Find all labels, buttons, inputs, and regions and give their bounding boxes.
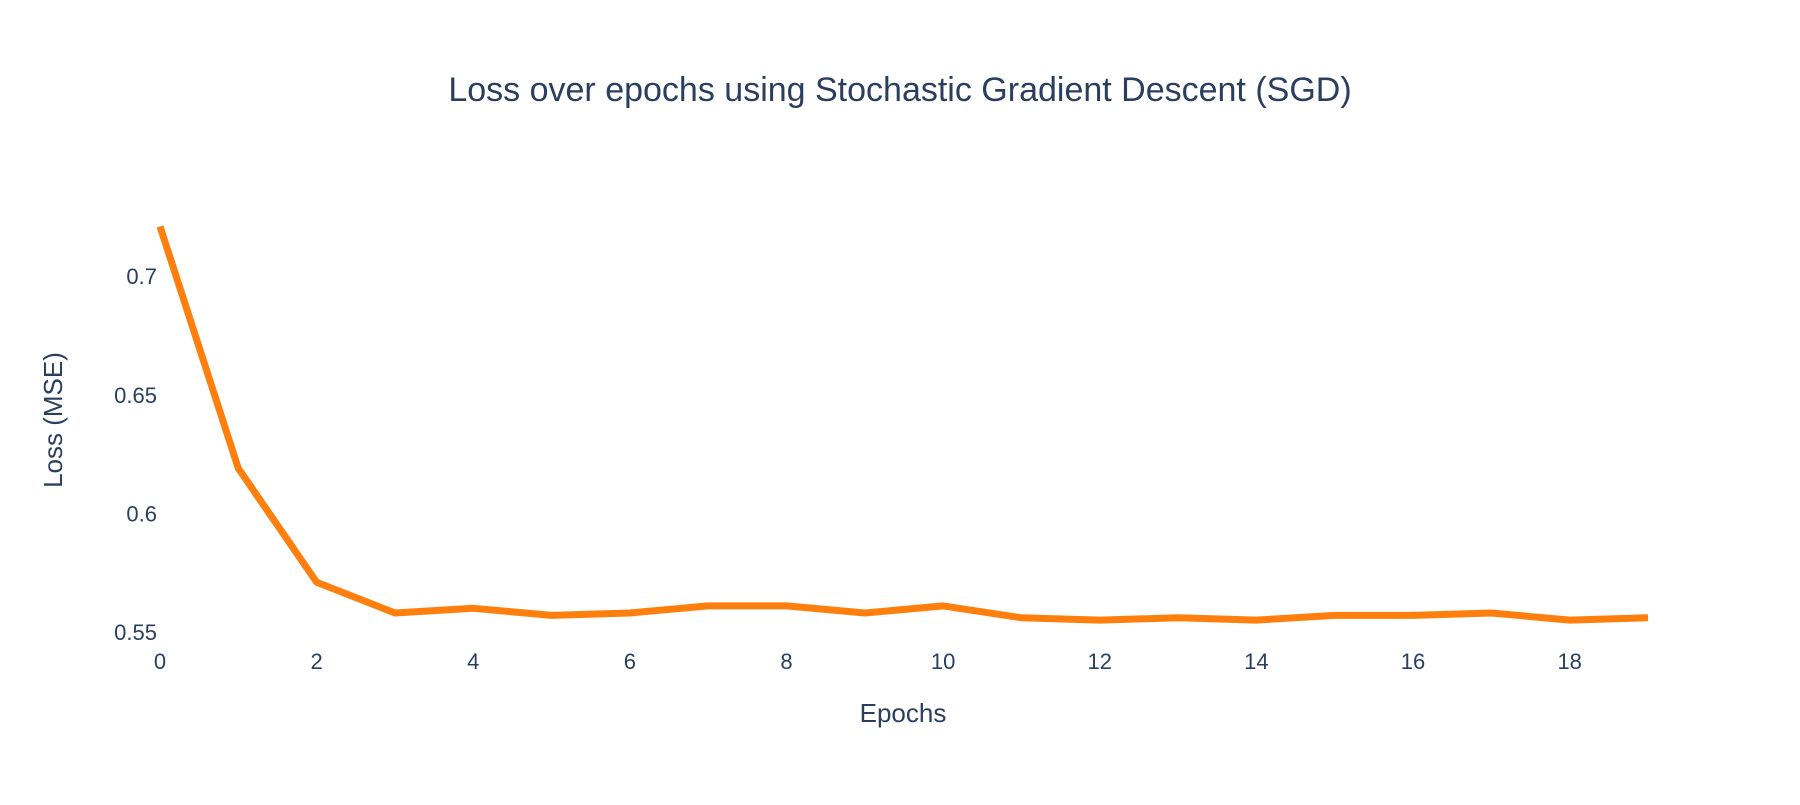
- data-point: [548, 612, 555, 619]
- data-point: [783, 602, 790, 609]
- data-point: [1645, 614, 1652, 621]
- data-point: [235, 465, 242, 472]
- data-point: [940, 602, 947, 609]
- data-point: [1253, 617, 1260, 624]
- x-tick-label: 10: [931, 649, 955, 674]
- data-point: [391, 610, 398, 617]
- data-point: [1018, 614, 1025, 621]
- y-axis-title: Loss (MSE): [38, 352, 68, 488]
- data-point: [1331, 612, 1338, 619]
- x-tick-label: 8: [780, 649, 792, 674]
- x-tick-label: 16: [1401, 649, 1425, 674]
- data-points: [157, 223, 1652, 624]
- y-axis-ticks: 0.55 0.6 0.65 0.7: [114, 264, 157, 645]
- x-tick-label: 4: [467, 649, 479, 674]
- data-point: [1096, 617, 1103, 624]
- data-point: [1566, 617, 1573, 624]
- data-point: [861, 610, 868, 617]
- chart-title: Loss over epochs using Stochastic Gradie…: [448, 71, 1351, 109]
- x-tick-label: 6: [624, 649, 636, 674]
- data-point: [1488, 610, 1495, 617]
- x-axis-title: Epochs: [860, 698, 947, 728]
- data-point: [313, 579, 320, 586]
- x-tick-label: 2: [311, 649, 323, 674]
- x-tick-label: 18: [1557, 649, 1581, 674]
- x-tick-label: 12: [1088, 649, 1112, 674]
- data-point: [470, 605, 477, 612]
- data-point: [157, 223, 164, 230]
- series-group: [156, 225, 1649, 624]
- x-tick-label: 0: [154, 649, 166, 674]
- y-tick-label: 0.6: [126, 501, 157, 526]
- data-point: [1175, 614, 1182, 621]
- data-point: [1410, 612, 1417, 619]
- x-tick-label: 14: [1244, 649, 1268, 674]
- y-tick-label: 0.55: [114, 620, 157, 645]
- data-point: [626, 610, 633, 617]
- y-tick-label: 0.7: [126, 264, 157, 289]
- series-line: [156, 225, 1649, 624]
- x-axis-ticks: 0 2 4 6 8 10 12 14 16 18: [154, 649, 1582, 674]
- data-point: [705, 602, 712, 609]
- y-tick-label: 0.65: [114, 383, 157, 408]
